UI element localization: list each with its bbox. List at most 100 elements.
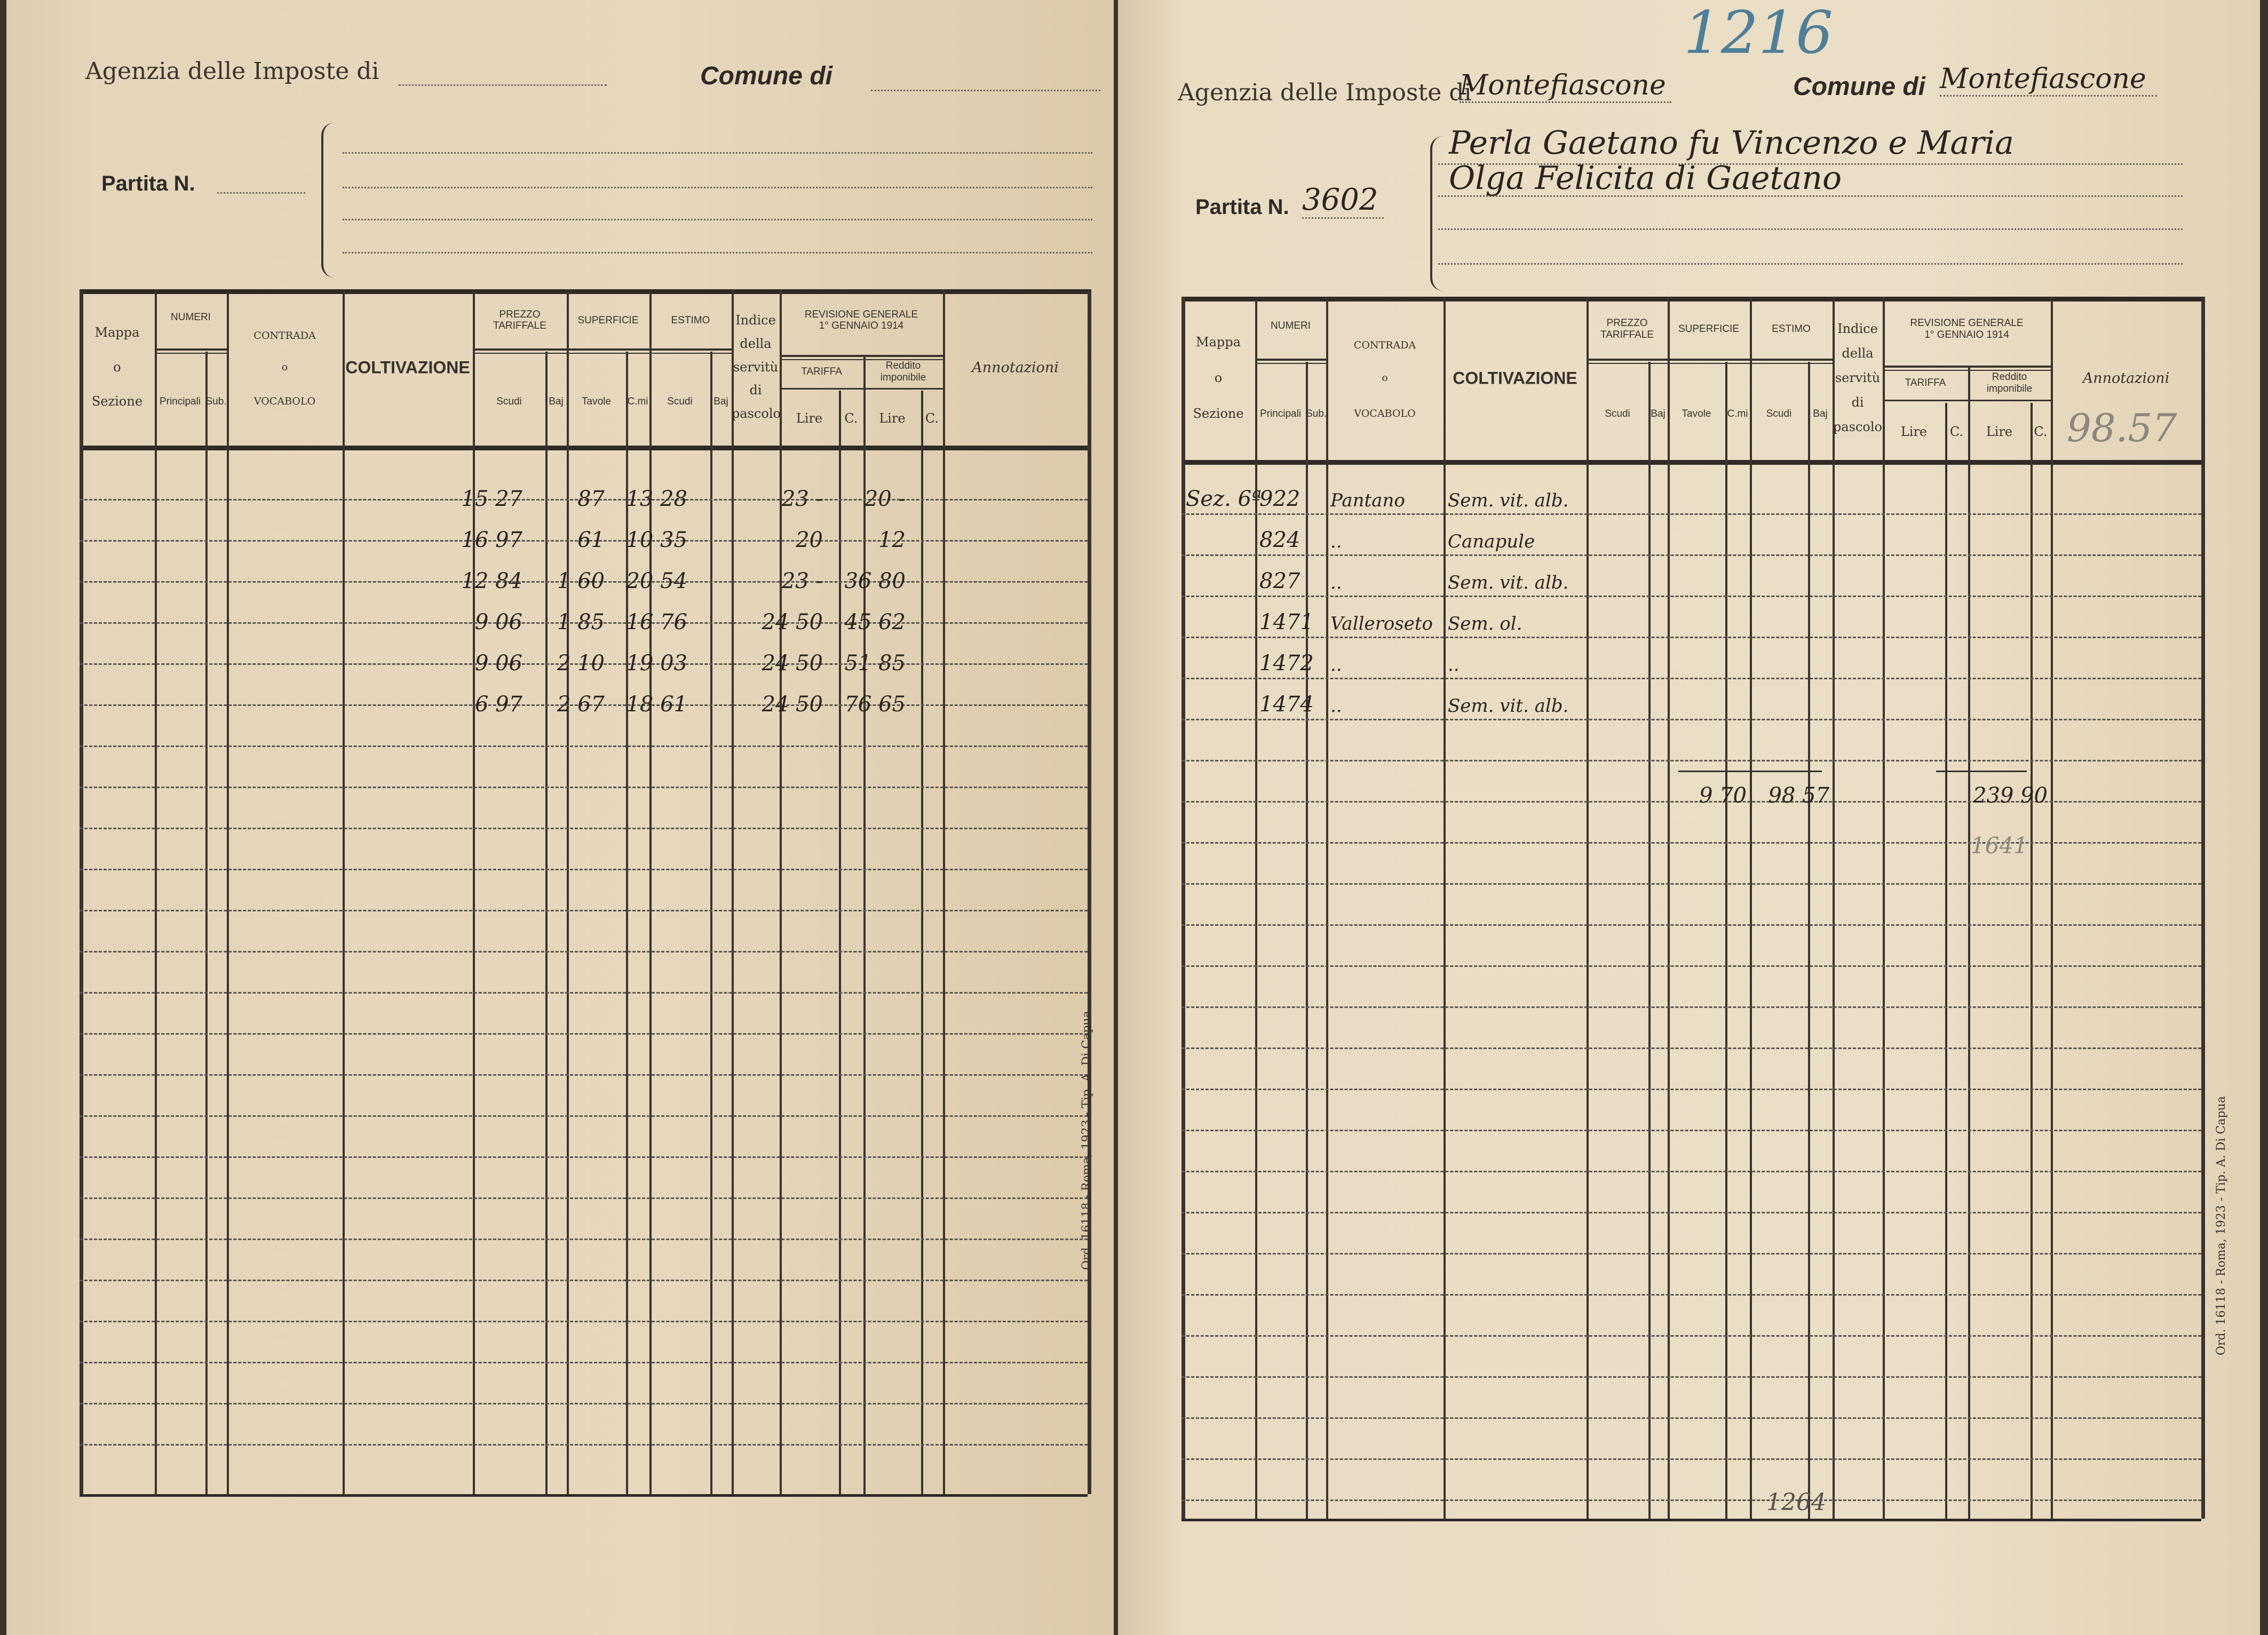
total-superficie: 9 70: [1699, 783, 1747, 808]
cell-superficie: 2 10: [557, 651, 605, 676]
header-contrada: CONTRADA: [1353, 339, 1416, 351]
cell-tariffa: 24 50: [762, 651, 823, 676]
owner-line: [343, 252, 1092, 253]
owner-line: [343, 219, 1092, 220]
owner-name-line-1: Perla Gaetano fu Vincenzo e Maria: [1449, 124, 2014, 162]
header-numeri: NUMERI: [1271, 320, 1311, 332]
header-c: C.: [1949, 424, 1964, 440]
cell-coltivazione: Sem. ol.: [1448, 613, 1522, 634]
table-row-line: [1181, 1458, 2201, 1460]
header-cmi: C.mi: [627, 396, 648, 408]
header-scudi: Scudi: [496, 396, 522, 408]
printer-imprint: Ord. 16118 - Roma, 1923 - Tip. A. Di Cap…: [1080, 1011, 1093, 1270]
header-subdivider: [649, 348, 732, 351]
column-divider: [1088, 289, 1091, 1494]
column-divider: [567, 289, 569, 1494]
header-subdivider: [473, 348, 567, 351]
comune-field: [871, 90, 1100, 91]
cell-tariffa: 24 50: [762, 692, 823, 717]
table-row-line: [1181, 1171, 2201, 1172]
header-c: C.: [925, 411, 939, 426]
header-sub: Sub.: [205, 396, 227, 408]
cell-reddito: 12: [878, 528, 906, 552]
header-bottom-border: [1181, 460, 2201, 465]
cell-tariffa: 23 -: [781, 487, 823, 511]
left-page-blank-form: Agenzia delle Imposte di Comune di Parti…: [6, 0, 1114, 1635]
header-subdivider: [1750, 363, 1833, 364]
column-divider: [1444, 297, 1446, 1519]
table-row-line: [1181, 1006, 2201, 1008]
header-contrada: VOCABOLO: [1354, 408, 1416, 420]
column-divider: [1306, 362, 1308, 1519]
column-divider: [2051, 297, 2053, 1519]
table-row-line: [1181, 1130, 2201, 1131]
table-row-line: [1181, 719, 2201, 720]
cell-superficie: 1 85: [557, 610, 605, 634]
column-divider: [2031, 402, 2033, 1519]
cell-estimo: 18 61: [626, 692, 687, 717]
header-baj: Baj: [549, 396, 564, 408]
header-reddito-imponibile: Reddito imponibile: [880, 360, 926, 384]
table-row-line: [80, 1362, 1088, 1363]
table-row-line: [80, 499, 1088, 501]
header-mappa: Mappa: [1196, 334, 1241, 350]
table-row-line: [1181, 1212, 2201, 1213]
column-divider: [343, 289, 345, 1494]
comune-label: Comune di: [1793, 73, 1925, 101]
cell-superficie: 1 60: [557, 569, 605, 593]
cell-principali: 1472: [1259, 651, 1314, 676]
header-revisione-generale: REVISIONE GENERALE 1° GENNAIO 1914: [804, 308, 918, 332]
agency-label: Agenzia delle Imposte di: [1178, 79, 1472, 106]
header-c: C.: [2034, 424, 2048, 440]
table-row-line: [80, 1033, 1088, 1035]
column-divider: [839, 391, 841, 1494]
table-row-line: [1181, 760, 2201, 761]
table-row-line: [80, 1197, 1088, 1199]
header-coltivazione: COLTIVAZIONE: [345, 358, 470, 377]
cell-contrada: Valleroseto: [1330, 613, 1433, 634]
table-row-line: [1181, 1499, 2201, 1501]
header-numeri: NUMERI: [171, 311, 211, 323]
header-superficie: SUPERFICIE: [1678, 323, 1740, 335]
table-row-line: [80, 828, 1088, 829]
table-row-line: [80, 992, 1088, 994]
header-subdivider: [1255, 359, 1326, 361]
column-divider: [1255, 297, 1257, 1519]
table-row-line: [80, 910, 1088, 911]
header-revisione-generale: REVISIONE GENERALE 1° GENNAIO 1914: [1910, 318, 2024, 341]
owner-line: [343, 152, 1092, 154]
header-tavole: Tavole: [582, 396, 611, 408]
total-estimo: 98 57: [1768, 783, 1829, 808]
partita-label: Partita N.: [101, 172, 195, 195]
header-lire: Lire: [1986, 424, 2013, 440]
column-divider: [921, 391, 923, 1494]
header-subdivider: [1883, 365, 2051, 368]
header-reddito-imponibile: Reddito imponibile: [1986, 371, 2033, 395]
agency-value: Montefiascone: [1460, 69, 1671, 103]
column-divider: [626, 352, 628, 1494]
column-divider: [1725, 362, 1727, 1519]
column-divider: [943, 289, 945, 1494]
header-principali: Principali: [1259, 408, 1302, 420]
header-subdivider: [155, 348, 227, 351]
table-row-line: [80, 581, 1088, 583]
comune-value: Montefiascone: [1940, 63, 2157, 97]
table-row-line: [1181, 1089, 2201, 1090]
table-row-line: [1181, 554, 2201, 556]
header-contrada: CONTRADA: [253, 329, 316, 342]
header-subdivider: [780, 387, 943, 390]
table-row-line: [1181, 883, 2201, 885]
table-bottom-border: [1181, 1519, 2201, 1521]
header-indice-servitu: pascolo: [732, 406, 781, 422]
table-row-line: [80, 540, 1088, 542]
owner-line: [1438, 195, 2183, 197]
header-tariffa: TARIFFA: [1905, 377, 1946, 389]
column-divider: [1883, 297, 1885, 1519]
cell-prezzo: 15 27: [461, 487, 522, 511]
table-row-line: [80, 622, 1088, 624]
column-divider: [1587, 297, 1589, 1519]
table-row-line: [80, 951, 1088, 953]
cell-estimo: 13 28: [626, 487, 687, 511]
header-indice-servitu: di: [749, 383, 762, 398]
header-estimo: ESTIMO: [671, 314, 710, 326]
